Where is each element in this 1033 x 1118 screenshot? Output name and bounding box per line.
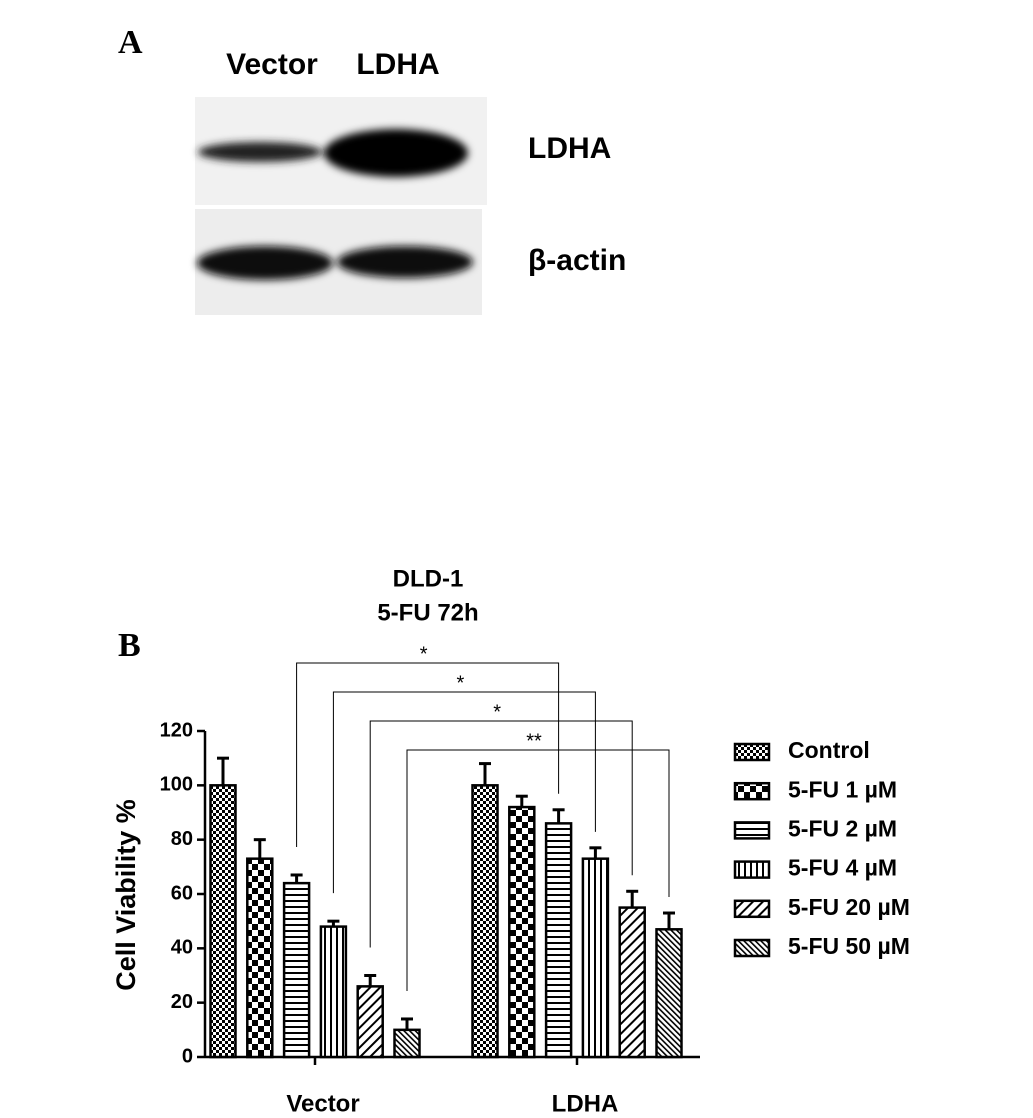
legend-swatch	[733, 821, 771, 840]
legend-swatch	[733, 899, 771, 919]
band-label: β-actin	[528, 244, 626, 277]
legend-swatch	[733, 781, 771, 801]
bar	[246, 857, 274, 1059]
x-tick-label: Vector	[286, 1090, 359, 1117]
panel-label: B	[118, 627, 141, 664]
legend-label: 5-FU 4 µM	[788, 855, 897, 881]
y-tick-label: 100	[160, 774, 193, 796]
y-tick-label: 120	[160, 719, 193, 741]
significance-bracket	[332, 691, 596, 894]
y-tick-label: 40	[171, 937, 193, 959]
significance-bracket	[406, 749, 670, 991]
legend-swatch	[733, 860, 771, 879]
legend-swatch	[733, 938, 771, 958]
lane-label: Vector	[226, 48, 318, 81]
legend-swatch	[733, 742, 771, 762]
significance-label: *	[420, 643, 428, 665]
bar	[471, 784, 499, 1059]
significance-bracket	[296, 662, 560, 847]
legend-label: 5-FU 20 µM	[788, 894, 910, 920]
blot-bands	[197, 129, 473, 280]
bar	[655, 928, 683, 1059]
legend-label: Control	[788, 737, 870, 763]
y-tick-label: 80	[171, 828, 193, 850]
bar	[618, 906, 646, 1059]
bar	[209, 784, 237, 1059]
bar	[544, 822, 573, 1059]
band-label: LDHA	[528, 132, 611, 165]
bar	[282, 881, 311, 1059]
significance-label: *	[493, 701, 501, 723]
significance-label: **	[526, 730, 542, 752]
significance-label: *	[457, 672, 465, 694]
chart-title: DLD-1	[393, 565, 464, 592]
y-axis-label: Cell Viability %	[111, 799, 141, 991]
x-tick-label: LDHA	[552, 1090, 619, 1117]
legend-label: 5-FU 50 µM	[788, 933, 910, 959]
legend-label: 5-FU 2 µM	[788, 815, 897, 841]
panel-label: A	[118, 24, 143, 61]
y-tick-label: 60	[171, 882, 193, 904]
bar	[319, 925, 348, 1059]
bar	[393, 1028, 421, 1059]
bar	[356, 985, 384, 1059]
legend-label: 5-FU 1 µM	[788, 776, 897, 802]
bar	[508, 805, 536, 1059]
y-tick-label: 0	[182, 1045, 193, 1067]
bar	[581, 857, 610, 1059]
y-tick-label: 20	[171, 991, 193, 1013]
significance-bracket	[369, 720, 633, 948]
chart-subtitle: 5-FU 72h	[377, 599, 478, 626]
lane-label: LDHA	[356, 48, 439, 81]
